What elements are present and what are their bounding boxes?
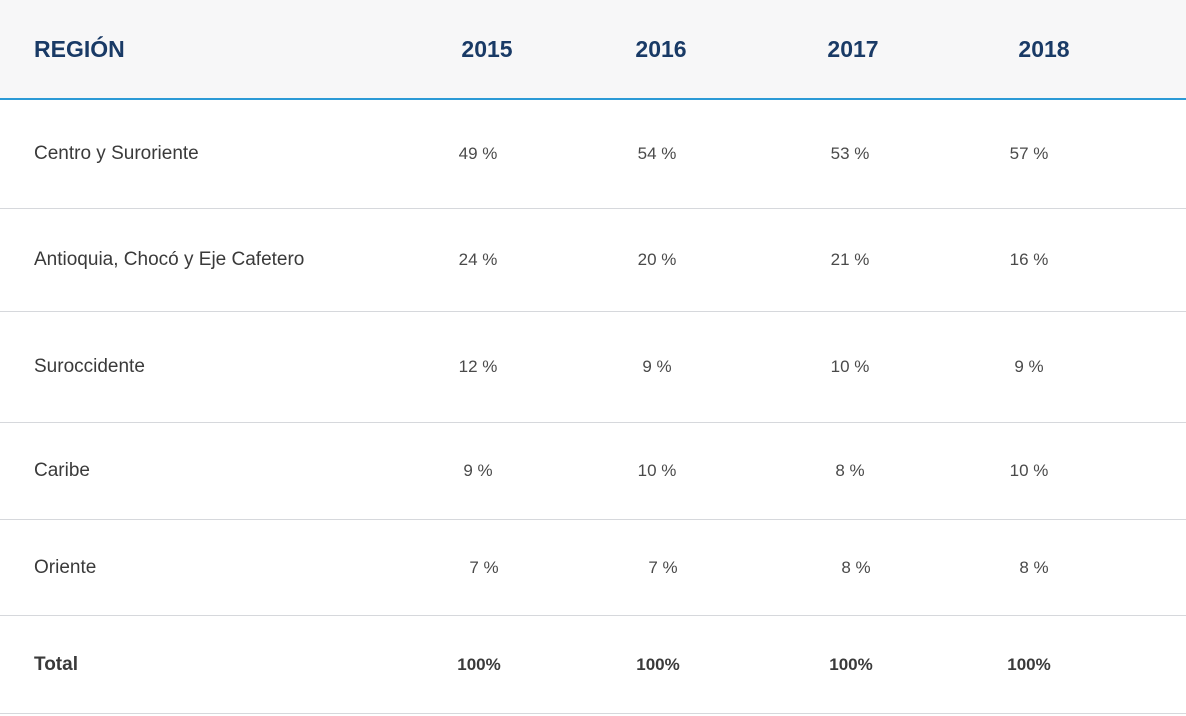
row-region-label: Oriente	[34, 556, 97, 578]
table-row: Centro y Suroriente 49 % 54 % 53 % 57 %	[0, 100, 1186, 209]
row-value-2018: 9 %	[1014, 357, 1044, 376]
row-value-2016: 7 %	[648, 557, 678, 577]
row-region-label: Centro y Suroriente	[34, 143, 199, 164]
header-year-2015: 2015	[461, 36, 513, 62]
header-year-2016: 2016	[635, 36, 687, 62]
total-value-2016: 100%	[636, 654, 680, 674]
row-value-2017: 21 %	[830, 250, 870, 269]
row-value-2016: 10 %	[637, 461, 677, 480]
row-value-2016: 54 %	[637, 144, 677, 163]
table-row: Caribe 9 % 10 % 8 % 10 %	[0, 423, 1186, 520]
total-value-2018: 100%	[1007, 654, 1051, 674]
row-value-2016: 20 %	[637, 250, 677, 269]
row-value-2018: 16 %	[1009, 250, 1049, 269]
row-value-2018: 10 %	[1009, 461, 1049, 480]
table-total-row: Total 100% 100% 100% 100%	[0, 616, 1186, 714]
row-value-2015: 49 %	[458, 144, 498, 163]
header-region: REGIÓN	[34, 36, 125, 62]
total-value-2015: 100%	[457, 654, 501, 674]
row-value-2016: 9 %	[642, 357, 672, 376]
table-header: REGIÓN 2015 2016 2017 2018	[0, 0, 1186, 100]
row-value-2017: 53 %	[830, 144, 870, 163]
row-value-2015: 12 %	[458, 357, 498, 376]
row-region-label: Antioquia, Chocó y Eje Cafetero	[34, 249, 305, 270]
row-region-label: Caribe	[34, 460, 90, 481]
row-region-label: Suroccidente	[34, 356, 145, 377]
row-value-2017: 8 %	[835, 461, 865, 480]
row-value-2017: 10 %	[830, 357, 870, 376]
row-value-2015: 7 %	[469, 557, 499, 577]
row-value-2015: 9 %	[463, 461, 493, 480]
table-row: Oriente 7 % 7 % 8 % 8 %	[0, 520, 1186, 616]
total-value-2017: 100%	[829, 654, 873, 674]
table-row: Suroccidente 12 % 9 % 10 % 9 %	[0, 312, 1186, 423]
row-value-2017: 8 %	[841, 557, 871, 577]
row-value-2018: 8 %	[1019, 557, 1049, 577]
row-value-2018: 57 %	[1009, 144, 1049, 163]
header-year-2018: 2018	[1018, 36, 1070, 62]
total-label: Total	[34, 653, 78, 675]
table-row: Antioquia, Chocó y Eje Cafetero 24 % 20 …	[0, 209, 1186, 312]
header-year-2017: 2017	[827, 36, 879, 62]
row-value-2015: 24 %	[458, 250, 498, 269]
